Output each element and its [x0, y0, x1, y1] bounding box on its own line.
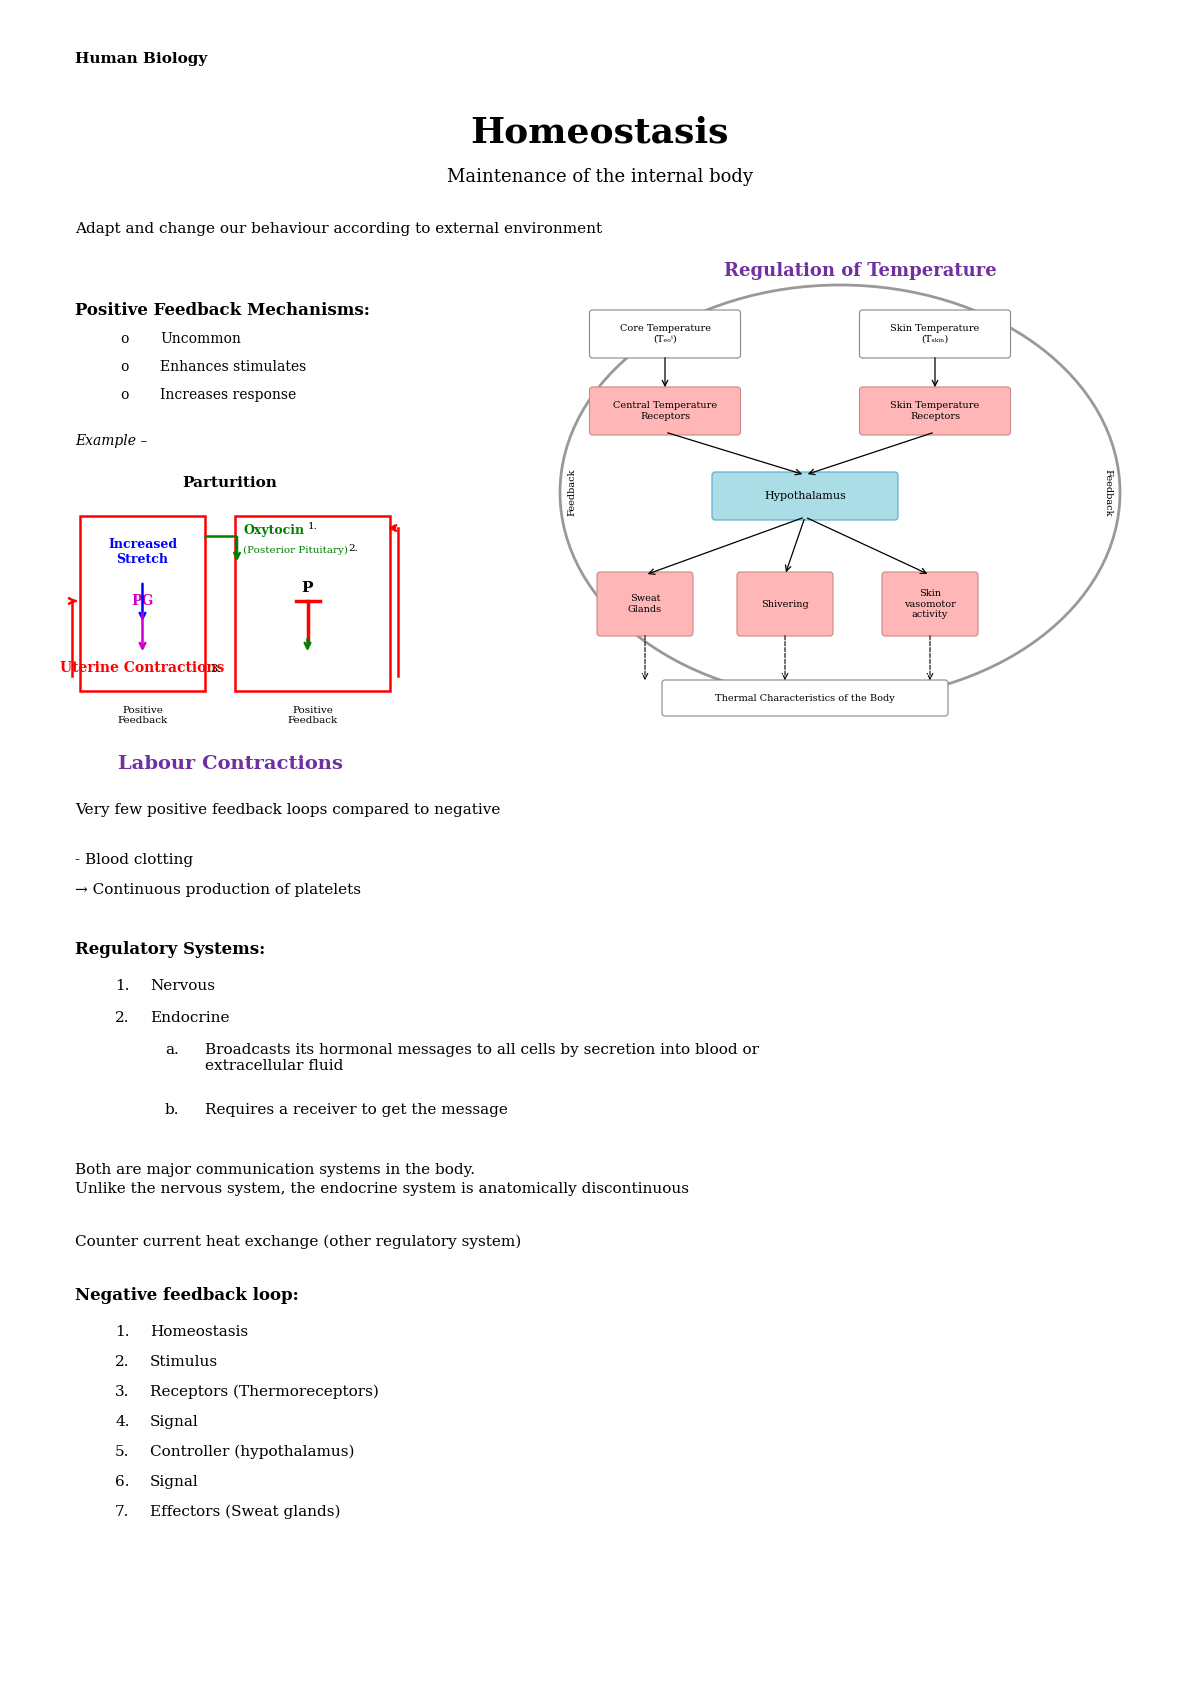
Text: Central Temperature
Receptors: Central Temperature Receptors: [613, 401, 718, 421]
Text: P: P: [301, 581, 313, 594]
Text: 3.: 3.: [115, 1386, 130, 1399]
Text: Regulatory Systems:: Regulatory Systems:: [74, 941, 265, 958]
Text: o: o: [120, 360, 128, 374]
Text: b.: b.: [166, 1104, 180, 1117]
Text: 2.: 2.: [348, 543, 358, 554]
Text: Feedback: Feedback: [568, 469, 576, 516]
Text: Requires a receiver to get the message: Requires a receiver to get the message: [205, 1104, 508, 1117]
Text: 1.: 1.: [308, 521, 318, 531]
Text: Sweat
Glands: Sweat Glands: [628, 594, 662, 613]
Text: Core Temperature
(Tₑₒⁱ): Core Temperature (Tₑₒⁱ): [619, 324, 710, 343]
Text: Endocrine: Endocrine: [150, 1010, 229, 1026]
Text: 3.: 3.: [210, 664, 221, 674]
FancyBboxPatch shape: [598, 572, 694, 637]
Text: Regulation of Temperature: Regulation of Temperature: [724, 261, 996, 280]
FancyBboxPatch shape: [859, 311, 1010, 358]
Ellipse shape: [560, 285, 1120, 700]
Text: (Posterior Pituitary): (Posterior Pituitary): [242, 547, 348, 555]
Text: Signal: Signal: [150, 1414, 199, 1430]
Text: Controller (hypothalamus): Controller (hypothalamus): [150, 1445, 354, 1459]
Text: Example –: Example –: [74, 435, 148, 448]
Text: 4.: 4.: [115, 1414, 130, 1430]
Text: Homeostasis: Homeostasis: [150, 1324, 248, 1340]
Text: Uterine Contractions: Uterine Contractions: [60, 661, 224, 676]
Text: o: o: [120, 333, 128, 346]
Text: PG: PG: [131, 594, 154, 608]
FancyBboxPatch shape: [882, 572, 978, 637]
Text: Positive
Feedback: Positive Feedback: [287, 706, 337, 725]
Text: Human Biology: Human Biology: [74, 53, 208, 66]
Bar: [235, 516, 390, 691]
Text: 6.: 6.: [115, 1476, 130, 1489]
FancyBboxPatch shape: [712, 472, 898, 520]
Bar: [80, 516, 205, 691]
Text: 2.: 2.: [115, 1355, 130, 1369]
Text: Adapt and change our behaviour according to external environment: Adapt and change our behaviour according…: [74, 222, 602, 236]
Text: Very few positive feedback loops compared to negative: Very few positive feedback loops compare…: [74, 803, 500, 817]
FancyBboxPatch shape: [737, 572, 833, 637]
Text: - Blood clotting: - Blood clotting: [74, 852, 193, 868]
Text: Positive Feedback Mechanisms:: Positive Feedback Mechanisms:: [74, 302, 370, 319]
Text: Increased
Stretch: Increased Stretch: [108, 538, 178, 565]
Text: Enhances stimulates: Enhances stimulates: [160, 360, 306, 374]
Text: Negative feedback loop:: Negative feedback loop:: [74, 1287, 299, 1304]
Text: Uncommon: Uncommon: [160, 333, 241, 346]
FancyBboxPatch shape: [589, 387, 740, 435]
Text: Stimulus: Stimulus: [150, 1355, 218, 1369]
Text: Skin Temperature
(Tₛₖᵢₙ): Skin Temperature (Tₛₖᵢₙ): [890, 324, 979, 343]
Text: Increases response: Increases response: [160, 389, 296, 402]
Text: Skin
vasomotor
activity: Skin vasomotor activity: [904, 589, 956, 618]
Text: Labour Contractions: Labour Contractions: [118, 756, 342, 773]
Text: o: o: [120, 389, 128, 402]
Text: Shivering: Shivering: [761, 599, 809, 608]
FancyBboxPatch shape: [589, 311, 740, 358]
FancyBboxPatch shape: [859, 387, 1010, 435]
Text: Homeostasis: Homeostasis: [470, 115, 730, 149]
Text: Hypothalamus: Hypothalamus: [764, 491, 846, 501]
Text: 2.: 2.: [115, 1010, 130, 1026]
Text: Parturition: Parturition: [182, 475, 277, 491]
Text: Both are major communication systems in the body.
Unlike the nervous system, the: Both are major communication systems in …: [74, 1163, 689, 1197]
Text: Skin Temperature
Receptors: Skin Temperature Receptors: [890, 401, 979, 421]
Text: Nervous: Nervous: [150, 980, 215, 993]
Text: 7.: 7.: [115, 1504, 130, 1520]
Text: Maintenance of the internal body: Maintenance of the internal body: [446, 168, 754, 187]
Text: Counter current heat exchange (other regulatory system): Counter current heat exchange (other reg…: [74, 1234, 521, 1250]
Text: Signal: Signal: [150, 1476, 199, 1489]
Text: 1.: 1.: [115, 980, 130, 993]
Text: Positive
Feedback: Positive Feedback: [118, 706, 168, 725]
Text: Receptors (Thermoreceptors): Receptors (Thermoreceptors): [150, 1386, 379, 1399]
Text: a.: a.: [166, 1043, 179, 1056]
Text: → Continuous production of platelets: → Continuous production of platelets: [74, 883, 361, 897]
Text: Broadcasts its hormonal messages to all cells by secretion into blood or
extrace: Broadcasts its hormonal messages to all …: [205, 1043, 760, 1073]
Text: Oxytocin: Oxytocin: [242, 525, 304, 537]
Text: Effectors (Sweat glands): Effectors (Sweat glands): [150, 1504, 341, 1520]
Text: 5.: 5.: [115, 1445, 130, 1459]
FancyBboxPatch shape: [662, 679, 948, 717]
Text: Thermal Characteristics of the Body: Thermal Characteristics of the Body: [715, 693, 895, 703]
Text: 1.: 1.: [115, 1324, 130, 1340]
Text: Feedback: Feedback: [1104, 469, 1112, 516]
